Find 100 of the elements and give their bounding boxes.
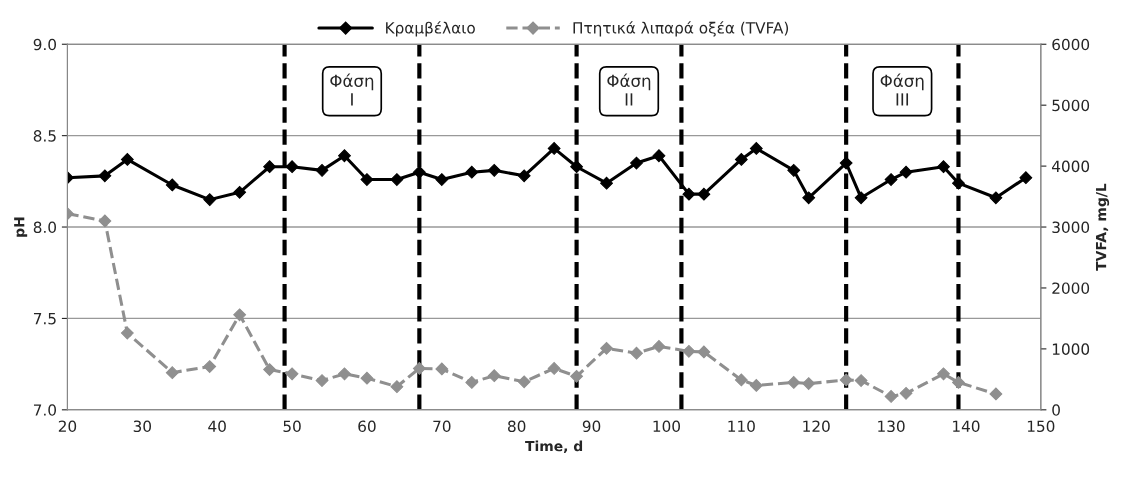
- point: [854, 374, 868, 387]
- point: [315, 163, 329, 177]
- legend-label: Πτητικά λιπαρά οξέα (TVFA): [573, 21, 789, 37]
- point: [120, 152, 134, 166]
- x-tick-label: 50: [283, 420, 301, 433]
- point: [338, 149, 351, 163]
- point: [952, 375, 965, 389]
- point: [749, 142, 763, 155]
- y2-axis-title: TVFA, mg/L: [1096, 183, 1110, 271]
- point: [884, 173, 898, 186]
- point: [487, 163, 501, 177]
- x-tick-label: 70: [433, 420, 451, 433]
- point: [697, 187, 711, 201]
- x-tick-label: 150: [1027, 420, 1055, 433]
- point: [802, 191, 816, 205]
- point: [600, 341, 613, 355]
- point: [952, 176, 965, 190]
- point: [390, 173, 404, 186]
- point: [120, 326, 134, 340]
- point: [839, 156, 853, 170]
- point: [630, 156, 643, 170]
- point: [547, 361, 561, 375]
- point: [360, 371, 374, 385]
- point: [547, 142, 561, 155]
- x-tick-label: 100: [653, 420, 681, 433]
- point: [412, 165, 426, 179]
- x-tick-label: 60: [358, 420, 376, 433]
- x-tick-label: 80: [508, 420, 526, 433]
- point: [338, 367, 351, 381]
- y-tick-label: 8.5: [33, 130, 56, 142]
- point: [749, 379, 763, 392]
- point: [652, 149, 666, 163]
- y2-tick-label: 5000: [1052, 99, 1090, 112]
- point: [884, 390, 898, 403]
- point: [203, 360, 217, 373]
- y-axis-title: pH: [14, 217, 28, 237]
- y-tick-label: 7.5: [33, 313, 56, 325]
- point: [989, 191, 1003, 205]
- point: [517, 169, 531, 183]
- point: [570, 369, 584, 383]
- point: [465, 375, 479, 389]
- point: [682, 187, 696, 201]
- point: [165, 366, 179, 380]
- point: [435, 173, 449, 186]
- point: [937, 367, 950, 381]
- x-tick-label: 40: [208, 420, 226, 433]
- y2-tick-label: 0: [1052, 404, 1060, 416]
- point: [233, 185, 247, 199]
- point: [285, 160, 299, 174]
- point: [285, 367, 299, 381]
- point: [98, 169, 112, 183]
- x-tick-label: 140: [953, 420, 980, 433]
- point: [360, 173, 374, 186]
- y2-tick-label: 6000: [1052, 38, 1090, 51]
- point: [517, 375, 531, 389]
- point: [487, 369, 501, 383]
- y-tick-label: 9.0: [33, 38, 57, 51]
- point: [263, 363, 277, 377]
- point: [734, 152, 748, 166]
- point: [1019, 171, 1033, 185]
- y-tick-label: 8.0: [33, 221, 57, 234]
- point: [899, 165, 913, 179]
- point: [734, 373, 748, 387]
- legend-label: Κραμβέλαιο: [386, 21, 475, 37]
- y2-tick-label: 3000: [1052, 221, 1090, 234]
- point: [315, 374, 329, 387]
- x-tick-label: 90: [582, 420, 601, 433]
- x-axis-title: Time, d: [525, 440, 583, 454]
- point: [435, 362, 449, 376]
- point: [98, 214, 112, 228]
- point: [165, 178, 179, 192]
- y2-tick-label: 4000: [1051, 160, 1090, 173]
- annotation: Φάση III: [880, 73, 924, 106]
- x-tick-label: 30: [133, 420, 152, 433]
- point: [203, 193, 217, 207]
- point: [412, 361, 426, 375]
- point: [600, 176, 613, 190]
- point: [652, 340, 666, 353]
- point: [989, 387, 1003, 401]
- point: [802, 377, 816, 391]
- point: [390, 380, 404, 394]
- annotation: Φάση II: [607, 73, 651, 106]
- point: [630, 346, 643, 360]
- point: [899, 386, 913, 400]
- point: [570, 160, 584, 174]
- annotation: Φάση I: [330, 73, 374, 106]
- point: [787, 375, 801, 389]
- point: [465, 165, 479, 179]
- point: [697, 345, 711, 359]
- y2-tick-label: 1000: [1052, 343, 1090, 355]
- x-tick-label: 20: [58, 420, 77, 433]
- point: [263, 160, 277, 174]
- point: [787, 163, 801, 177]
- point: [839, 373, 853, 387]
- point: [682, 344, 696, 358]
- y-tick-label: 7.0: [33, 404, 57, 416]
- x-tick-label: 130: [878, 420, 905, 433]
- x-tick-label: 120: [803, 420, 830, 433]
- y2-tick-label: 2000: [1052, 282, 1090, 294]
- point: [937, 160, 950, 174]
